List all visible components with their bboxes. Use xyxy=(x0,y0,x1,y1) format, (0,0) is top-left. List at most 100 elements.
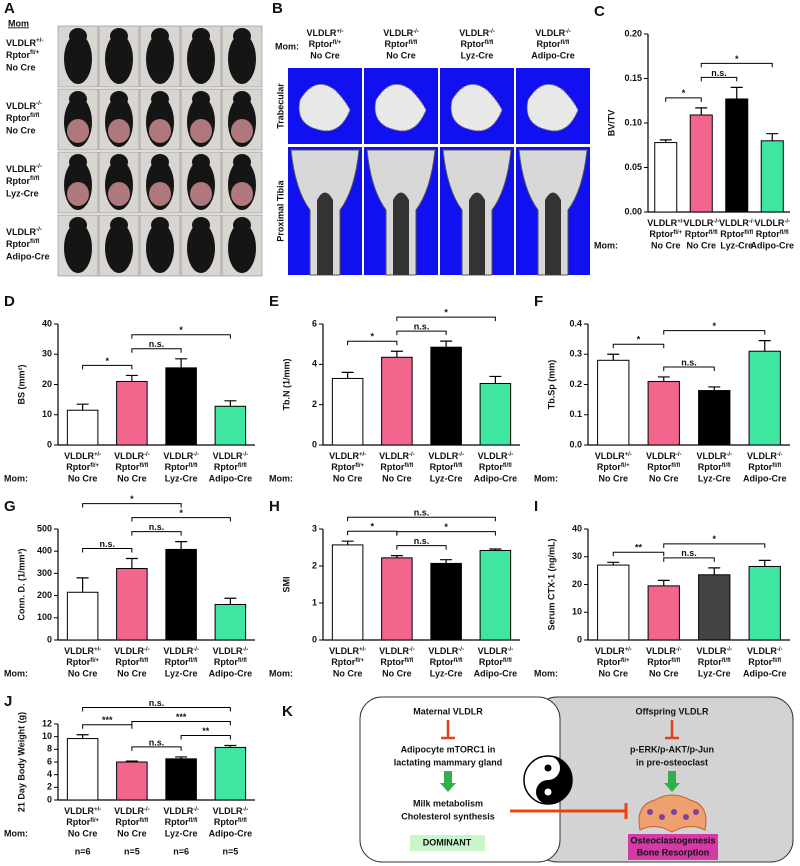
panel-letter: I xyxy=(534,498,538,515)
mouse-head xyxy=(192,91,210,107)
mom-label: Mom: xyxy=(4,668,28,678)
significance-label: * xyxy=(682,88,686,98)
genotype-label: VLDLR+/- xyxy=(306,28,343,38)
bar xyxy=(698,574,731,641)
cre-label: No Cre xyxy=(598,668,628,678)
cre-label: Adipo-Cre xyxy=(209,668,253,678)
mouse-skin xyxy=(108,119,130,143)
cre-label: Adipo-Cre xyxy=(209,473,253,483)
gene-name: Rptor xyxy=(461,39,485,49)
genotype-label: Rptorfl/fl xyxy=(479,657,512,667)
cre-label: No Cre xyxy=(382,668,412,678)
bar xyxy=(725,98,749,213)
bar xyxy=(748,350,781,446)
cre-label: Adipo-Cre xyxy=(751,240,795,250)
significance-bracket xyxy=(347,516,496,522)
bar xyxy=(597,359,630,446)
y-tick-label: 10 xyxy=(42,731,52,741)
allele: +/- xyxy=(94,452,101,458)
allele: -/- xyxy=(409,647,415,653)
gene-name: Rptor xyxy=(430,462,454,472)
allele: fl/+ xyxy=(90,463,99,469)
error-bar xyxy=(125,374,138,382)
allele: fl/fl xyxy=(671,463,680,469)
genotype-label: Rptorfl/+ xyxy=(331,462,364,472)
mouse-head xyxy=(192,217,210,233)
error-bar xyxy=(390,555,403,558)
y-tick-label: 0.0 xyxy=(569,439,582,449)
allele: fl/fl xyxy=(409,40,418,46)
mouse-skin xyxy=(108,182,130,206)
y-tick-label: 2 xyxy=(312,399,317,409)
allele: +/- xyxy=(359,452,366,458)
gene-name: Rptor xyxy=(165,817,189,827)
gene-name: VLDLR xyxy=(6,38,36,48)
gene-name: VLDLR xyxy=(6,101,36,111)
allele: fl/fl xyxy=(139,818,148,824)
nucleus xyxy=(647,809,653,815)
genotype-label: VLDLR-/- xyxy=(696,451,732,461)
allele: -/- xyxy=(784,219,790,225)
error-bar xyxy=(341,540,354,545)
y-tick-label: 500 xyxy=(37,523,52,533)
significance-label: * xyxy=(370,332,374,342)
error-bar xyxy=(657,579,670,586)
genotype-label: Rptorfl/fl xyxy=(165,657,198,667)
gene-name: Rptor xyxy=(479,462,503,472)
genotype-label: VLDLR-/- xyxy=(459,28,495,38)
bar xyxy=(331,544,364,641)
bar xyxy=(165,548,197,641)
error-bar xyxy=(390,350,403,358)
gene-name: Rptor xyxy=(214,657,238,667)
genotype-label: VLDLR-/- xyxy=(114,646,150,656)
genotype-label: Rptorfl/fl xyxy=(165,817,198,827)
gene-name: Rptor xyxy=(748,462,772,472)
column-header: Mom xyxy=(8,18,29,28)
allele: fl/fl xyxy=(744,230,753,236)
genotype-label: Rptorfl/fl xyxy=(748,462,781,472)
cre-label: Lyz-Cre xyxy=(720,240,753,250)
allele: +/- xyxy=(625,647,632,653)
genotype-label: VLDLR-/- xyxy=(379,646,415,656)
allele: fl/fl xyxy=(722,463,731,469)
y-tick-label: 0.10 xyxy=(624,117,642,127)
genotype-label: Rptorfl/fl xyxy=(479,462,512,472)
allele: -/- xyxy=(565,29,571,35)
allele: fl/+ xyxy=(355,658,364,664)
gene-name: Rptor xyxy=(115,817,139,827)
gene-name: Rptor xyxy=(597,462,621,472)
genotype-label: Rptorfl/fl xyxy=(647,462,680,472)
y-tick-label: 40 xyxy=(42,318,52,328)
y-tick-label: 300 xyxy=(37,568,52,578)
error-bar xyxy=(175,756,188,759)
mouse-head xyxy=(69,91,87,107)
mouse-head xyxy=(110,154,128,170)
panel-letter: C xyxy=(594,3,605,20)
gene-name: VLDLR xyxy=(114,646,144,656)
significance-label: n.s. xyxy=(99,539,115,549)
significance-label: * xyxy=(444,308,448,318)
genotype-label: VLDLR-/- xyxy=(163,646,199,656)
mouse-body xyxy=(146,34,174,84)
mouse-head xyxy=(69,154,87,170)
y-tick-label: 20 xyxy=(42,379,52,389)
y-tick-label: 0.4 xyxy=(569,318,582,328)
error-bar xyxy=(125,557,138,569)
gene-name: Rptor xyxy=(214,817,238,827)
panel-letter: H xyxy=(269,498,280,515)
nucleus xyxy=(683,814,689,820)
genotype-label: Rptorfl/fl xyxy=(430,657,463,667)
bar xyxy=(331,377,364,446)
genotype-label: Rptorfl/fl xyxy=(214,817,247,827)
gene-name: Rptor xyxy=(165,657,189,667)
cre-label: Adipo-Cre xyxy=(209,828,253,838)
bar xyxy=(479,382,512,446)
bar xyxy=(430,346,462,446)
inhibit-arrow xyxy=(441,720,455,740)
mouse-body xyxy=(187,34,215,84)
cre-label: No Cre xyxy=(598,473,628,483)
dominant-text: DOMINANT xyxy=(423,837,472,847)
n-label: n=6 xyxy=(75,846,91,856)
error-bar xyxy=(758,559,771,567)
error-bar xyxy=(607,561,620,566)
